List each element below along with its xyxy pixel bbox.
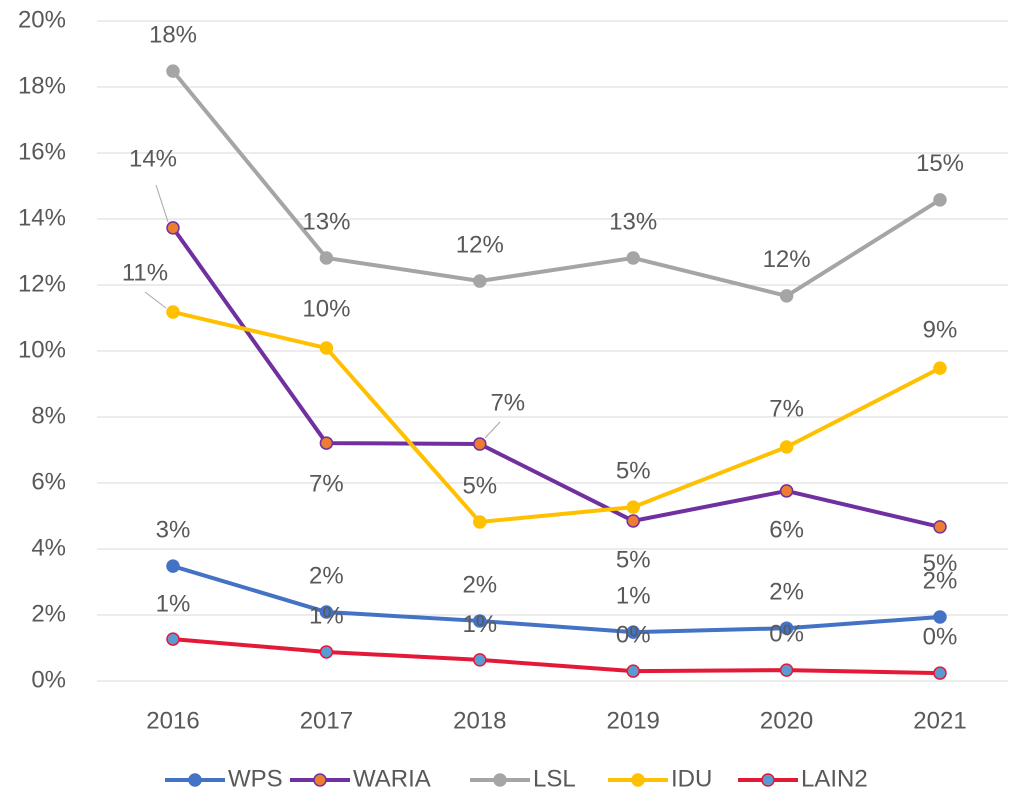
y-tick-label: 2% [31, 600, 66, 627]
x-tick-label: 2017 [300, 707, 353, 734]
data-label: 1% [156, 590, 191, 617]
marker [319, 341, 334, 355]
series-line [171, 226, 941, 529]
legend-label: IDU [671, 765, 712, 792]
data-label: 5% [616, 457, 651, 484]
data-label: 5% [462, 472, 497, 499]
data-label: 1% [462, 611, 497, 638]
marker [779, 484, 794, 498]
marker [473, 515, 487, 529]
legend-label: LAIN2 [801, 765, 868, 792]
y-tick-label: 16% [18, 138, 66, 165]
marker [933, 666, 947, 680]
marker [933, 361, 947, 375]
marker [166, 64, 180, 78]
y-tick-label: 18% [18, 72, 66, 99]
marker [626, 664, 640, 678]
data-label: 2% [462, 571, 497, 598]
leader-line [155, 184, 169, 223]
marker [779, 663, 794, 677]
marker [933, 520, 947, 534]
data-label: 15% [916, 150, 964, 177]
marker [933, 193, 947, 207]
leader-line [144, 291, 167, 309]
data-label: 3% [156, 517, 191, 544]
marker [473, 653, 487, 667]
data-label: 2% [309, 562, 344, 589]
data-label: 10% [302, 295, 350, 322]
legend-label: WARIA [353, 765, 431, 792]
x-tick-label: 2019 [607, 707, 660, 734]
legend-marker [631, 773, 645, 787]
data-label: 13% [302, 208, 350, 235]
marker [166, 632, 180, 646]
y-tick-label: 6% [31, 468, 66, 495]
legend-marker [493, 773, 507, 787]
data-label: 0% [769, 620, 804, 647]
y-tick-label: 8% [31, 402, 66, 429]
legend-label: WPS [228, 765, 283, 792]
marker [473, 614, 487, 628]
marker [779, 621, 794, 635]
y-tick-label: 4% [31, 534, 66, 561]
marker [166, 221, 180, 235]
leader-line [484, 421, 501, 439]
data-label: 1% [309, 602, 344, 629]
data-label: 12% [456, 231, 504, 258]
data-label: 13% [609, 208, 657, 235]
legend-marker [188, 773, 202, 787]
marker [319, 436, 334, 450]
marker [626, 514, 640, 528]
series-line [172, 310, 941, 524]
y-tick-label: 20% [18, 6, 66, 33]
data-label: 1% [616, 583, 651, 610]
marker [473, 437, 487, 451]
legend-marker [761, 773, 775, 787]
y-tick-label: 0% [31, 666, 66, 693]
data-label: 7% [490, 389, 525, 416]
marker [626, 625, 640, 639]
series-line [172, 637, 941, 676]
x-tick-label: 2021 [913, 707, 966, 734]
marker [319, 605, 334, 619]
y-tick-label: 10% [18, 336, 66, 363]
data-label: 0% [923, 623, 958, 650]
data-label: 18% [149, 22, 197, 49]
legend-marker [313, 773, 327, 787]
marker [779, 289, 794, 303]
data-label: 12% [763, 246, 811, 273]
data-label: 7% [309, 470, 344, 497]
marker [626, 251, 640, 265]
marker [166, 559, 180, 573]
marker [166, 305, 180, 319]
data-label: 14% [129, 145, 177, 172]
marker [319, 645, 334, 659]
marker [779, 440, 794, 454]
x-tick-label: 2020 [760, 707, 813, 734]
y-tick-label: 12% [18, 270, 66, 297]
data-label: 0% [616, 621, 651, 648]
marker [626, 500, 640, 514]
marker [933, 610, 947, 624]
data-label: 7% [769, 395, 804, 422]
data-label: 6% [769, 516, 804, 543]
x-tick-label: 2016 [146, 707, 199, 734]
series-line [171, 69, 942, 298]
series-line [172, 564, 941, 635]
data-label: 5% [923, 550, 958, 577]
data-label: 9% [923, 317, 958, 344]
x-tick-label: 2018 [453, 707, 506, 734]
data-label: 11% [122, 259, 168, 286]
y-tick-label: 14% [18, 204, 66, 231]
data-label: 2% [923, 567, 958, 594]
marker [319, 251, 334, 265]
data-label: 2% [769, 579, 804, 606]
marker [473, 274, 487, 288]
data-label: 5% [616, 546, 651, 573]
legend-label: LSL [533, 765, 576, 792]
